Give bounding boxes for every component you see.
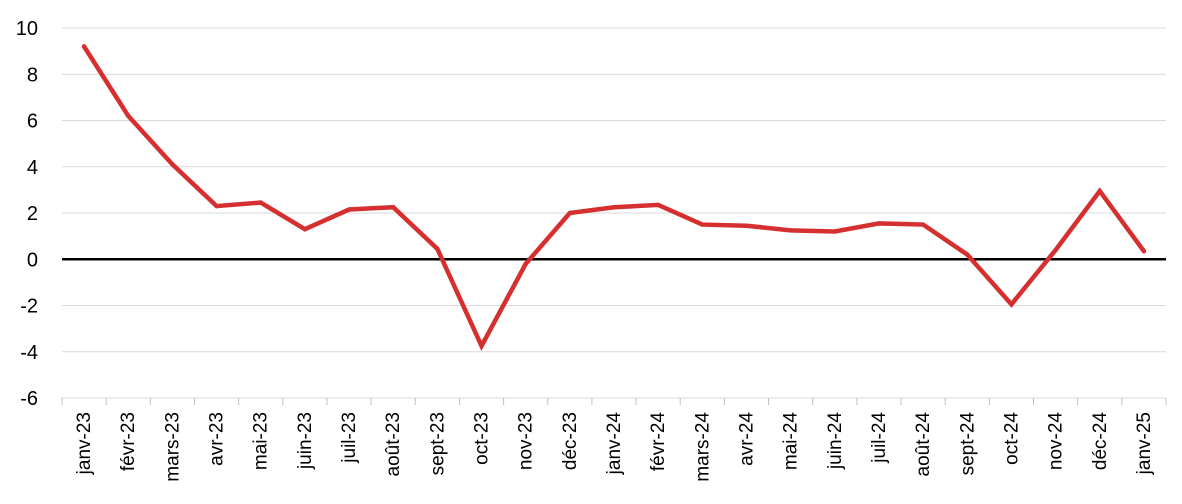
y-tick-label: -6 <box>20 388 38 410</box>
data-point <box>567 210 573 216</box>
y-tick-label: 8 <box>27 64 38 86</box>
data-point <box>346 207 352 212</box>
x-tick-label: oct-23 <box>472 412 493 465</box>
data-point <box>1009 302 1014 307</box>
data-point <box>214 203 219 209</box>
grid-lines <box>62 27 1166 399</box>
data-point <box>788 228 793 233</box>
series-layer <box>81 44 1147 352</box>
x-tick-label: mars-24 <box>692 412 713 482</box>
y-tick-label: -4 <box>20 342 38 364</box>
data-point <box>1097 188 1102 194</box>
x-tick-label: juin-24 <box>825 412 846 470</box>
x-tick-label: mars-23 <box>162 412 183 482</box>
x-tick-label: nov-23 <box>516 412 537 470</box>
y-tick-label: -2 <box>20 296 38 318</box>
x-tick-label: févr-24 <box>648 412 669 472</box>
y-axis: -6 -4 -2 0 2 4 6 8 10 <box>16 18 38 410</box>
data-point <box>479 343 484 349</box>
y-tick-label: 0 <box>27 249 38 271</box>
data-point <box>391 205 396 210</box>
x-tick-label: août-23 <box>383 412 404 476</box>
data-point <box>1053 247 1058 253</box>
x-tick-label: juil-23 <box>339 412 360 464</box>
data-point <box>744 223 749 228</box>
x-tick-label: sept-23 <box>427 412 448 475</box>
x-tick-label: oct-24 <box>1001 412 1022 465</box>
data-point <box>435 246 440 252</box>
x-tick-label: avr-23 <box>207 412 228 466</box>
x-tick-label: janv-24 <box>604 412 625 476</box>
data-point <box>126 113 131 119</box>
x-axis: janv-23 févr-23 mars-23 avr-23 mai-23 juin-23… <box>61 398 1167 482</box>
data-point <box>523 261 528 267</box>
x-tick-label: nov-24 <box>1046 412 1067 471</box>
x-tick-label: janv-23 <box>74 412 95 475</box>
x-tick-label: sept-24 <box>957 412 978 476</box>
x-tick-label: févr-23 <box>118 412 139 471</box>
x-tick-label: avr-24 <box>736 412 757 466</box>
data-point <box>302 226 308 232</box>
data-point <box>832 229 837 234</box>
data-point <box>700 222 705 227</box>
y-tick-label: 4 <box>27 157 38 179</box>
data-point <box>81 44 87 49</box>
x-tick-label: déc-24 <box>1090 412 1111 471</box>
series-line <box>81 44 1147 352</box>
y-tick-label: 10 <box>16 18 38 40</box>
x-tick-label: déc-23 <box>560 412 581 470</box>
data-point <box>876 221 882 226</box>
x-tick-label: mai-23 <box>251 412 272 470</box>
data-point <box>170 162 175 167</box>
y-tick-label: 2 <box>27 203 38 225</box>
y-tick-label: 6 <box>27 111 38 133</box>
x-tick-label: janv-25 <box>1134 412 1155 475</box>
x-tick-label: mai-24 <box>781 412 802 471</box>
data-point <box>611 205 617 210</box>
data-point <box>655 202 661 208</box>
data-point <box>258 200 263 205</box>
x-tick-label: juin-23 <box>295 412 316 470</box>
data-point <box>1141 248 1147 254</box>
data-point <box>965 252 970 257</box>
data-point <box>920 222 926 227</box>
x-tick-label: août-24 <box>913 412 934 477</box>
x-tick-label: juil-24 <box>869 412 890 464</box>
